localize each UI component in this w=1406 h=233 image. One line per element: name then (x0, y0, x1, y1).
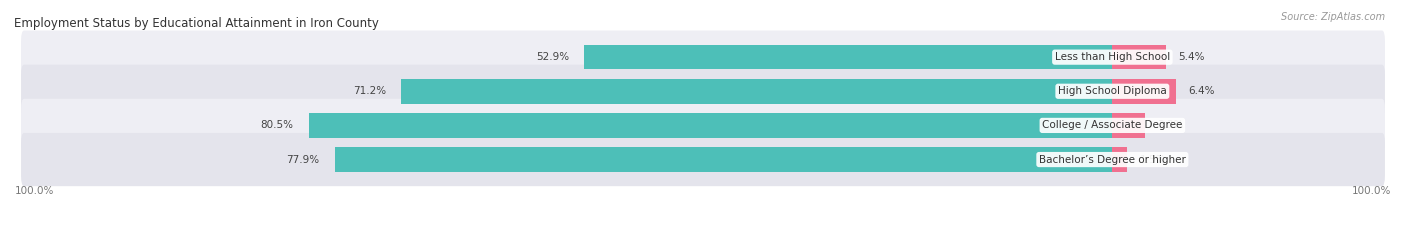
FancyBboxPatch shape (21, 31, 1385, 84)
Bar (1112, 113, 1146, 138)
Bar (335, 147, 1112, 172)
FancyBboxPatch shape (21, 65, 1385, 118)
Bar (1112, 147, 1128, 172)
Text: 3.3%: 3.3% (1157, 120, 1184, 130)
Text: 77.9%: 77.9% (287, 154, 319, 164)
FancyBboxPatch shape (21, 133, 1385, 186)
Bar (583, 45, 1112, 69)
Text: 5.4%: 5.4% (1178, 52, 1205, 62)
Text: Less than High School: Less than High School (1054, 52, 1170, 62)
Bar (1112, 45, 1167, 69)
Text: 6.4%: 6.4% (1188, 86, 1215, 96)
Bar (1112, 79, 1177, 103)
Text: 71.2%: 71.2% (353, 86, 387, 96)
Text: 80.5%: 80.5% (260, 120, 294, 130)
Text: Employment Status by Educational Attainment in Iron County: Employment Status by Educational Attainm… (14, 17, 380, 30)
Bar (402, 79, 1112, 103)
Text: 1.5%: 1.5% (1139, 154, 1166, 164)
FancyBboxPatch shape (21, 99, 1385, 152)
Text: College / Associate Degree: College / Associate Degree (1042, 120, 1182, 130)
Text: Source: ZipAtlas.com: Source: ZipAtlas.com (1281, 12, 1385, 22)
Text: 52.9%: 52.9% (536, 52, 569, 62)
Bar (308, 113, 1112, 138)
Text: Bachelor’s Degree or higher: Bachelor’s Degree or higher (1039, 154, 1185, 164)
Text: High School Diploma: High School Diploma (1057, 86, 1167, 96)
